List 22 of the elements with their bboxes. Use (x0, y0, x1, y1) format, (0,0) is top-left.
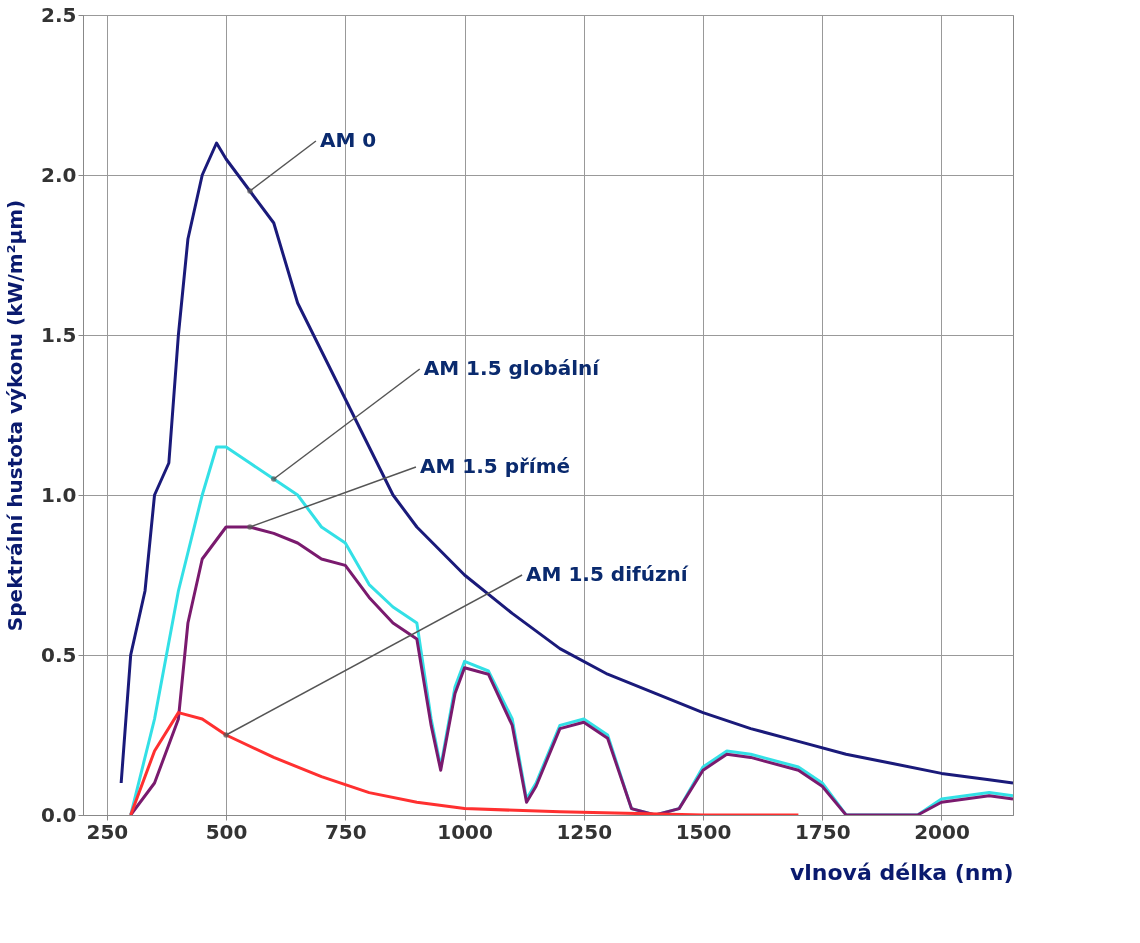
x-tick-label: 1500 (675, 819, 732, 844)
x-tick-label: 1750 (794, 819, 851, 844)
y-tick-label: 1.5 (41, 322, 77, 347)
annotation: AM 1.5 difúzní (526, 562, 689, 586)
y-tick-label: 2.5 (41, 2, 77, 27)
x-axis-title: vlnová délka (nm) (789, 859, 1014, 885)
x-tick-label: 250 (86, 819, 129, 844)
y-axis-title: Spektrální hustota výkonu (kW/m²μm) (3, 199, 28, 632)
y-tick-label: 1.0 (41, 482, 77, 507)
y-tick-label: 0.0 (41, 802, 77, 827)
x-tick-label: 2000 (914, 819, 970, 844)
annotation: AM 0 (319, 128, 377, 152)
annotation: AM 1.5 globální (423, 356, 601, 380)
x-tick-label: 1250 (556, 819, 613, 844)
y-tick-label: 2.0 (41, 162, 77, 187)
x-tick-label: 1000 (437, 819, 493, 844)
line-series (129, 711, 800, 815)
annotation: AM 1.5 přímé (419, 454, 571, 478)
line-series (129, 525, 1013, 815)
x-tick-label: 750 (324, 819, 367, 844)
y-tick-label: 0.5 (41, 642, 77, 667)
x-tick-label: 500 (205, 819, 248, 844)
